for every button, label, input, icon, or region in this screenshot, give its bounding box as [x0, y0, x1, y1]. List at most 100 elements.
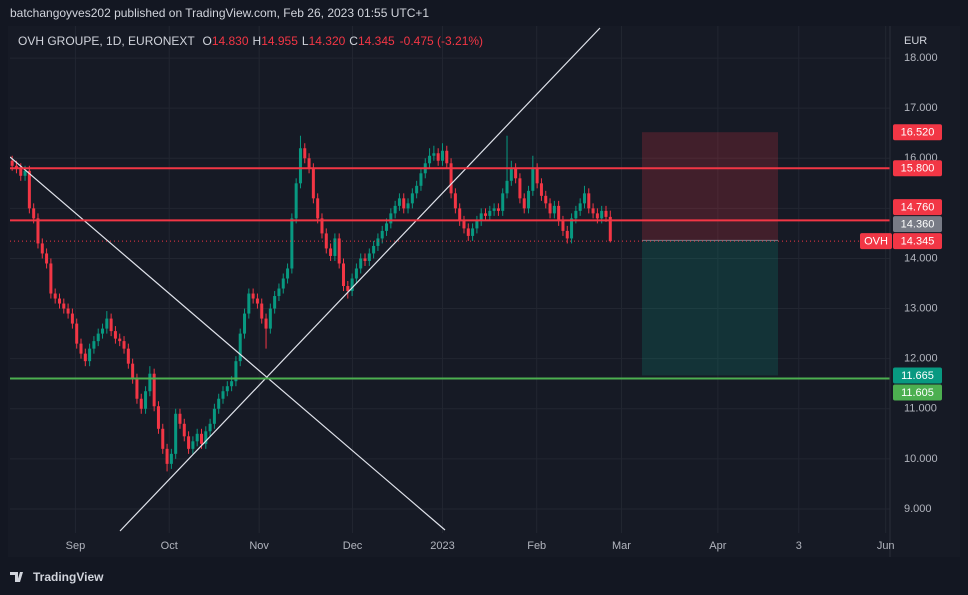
candle-body	[316, 198, 320, 219]
candle-body	[518, 178, 522, 199]
x-tick-label: Oct	[161, 540, 178, 552]
candle-body	[389, 213, 393, 224]
candle-body	[109, 318, 113, 332]
symbol-tag-label: OVH	[864, 236, 888, 248]
price-tag	[893, 160, 942, 177]
candle-body	[208, 423, 212, 432]
candle-body	[57, 298, 61, 304]
candle-body	[453, 193, 457, 209]
candle-body	[79, 343, 83, 354]
candle-body	[600, 210, 604, 219]
candle-body	[268, 308, 272, 329]
price-tag	[893, 233, 942, 250]
x-tick-label: Mar	[612, 540, 631, 552]
candle-body	[32, 208, 36, 219]
candle-body	[608, 216, 612, 242]
ohlc-value: 14.955	[261, 34, 298, 48]
candle-body	[281, 278, 285, 289]
y-tick-label: 12.000	[904, 353, 938, 365]
candle-body	[544, 195, 548, 204]
candle-body	[307, 158, 311, 169]
price-tag-label: 14.760	[901, 202, 935, 214]
x-tick-label: Nov	[249, 540, 269, 552]
candle-body	[234, 361, 238, 382]
x-tick-label: Sep	[66, 540, 86, 552]
candle-body	[178, 413, 182, 424]
candle-body	[350, 278, 354, 292]
ohlc-key: H	[253, 34, 262, 48]
candle-body	[49, 263, 53, 294]
price-tag	[893, 124, 942, 141]
candle-body	[509, 168, 513, 181]
ohlc-value: 14.345	[358, 34, 395, 48]
candle-body	[238, 333, 242, 362]
candle-body	[320, 218, 324, 234]
candle-body	[471, 228, 475, 236]
y-tick-label: 14.000	[904, 252, 938, 264]
candle-body	[449, 163, 453, 194]
grid	[10, 26, 890, 533]
candle-body	[199, 433, 203, 444]
candle-body	[552, 205, 556, 214]
candle-body	[479, 213, 483, 221]
candle-body	[458, 208, 462, 221]
candle-body	[419, 173, 423, 186]
candle-body	[501, 193, 505, 211]
x-tick-label: Jun	[877, 540, 895, 552]
candle-body	[45, 253, 49, 264]
candle-body	[135, 378, 139, 399]
candle-body	[251, 293, 255, 299]
logo-icon	[10, 572, 23, 582]
candle-body	[191, 441, 195, 449]
candle-body	[436, 153, 440, 161]
candle-body	[165, 448, 169, 464]
candle-body	[264, 318, 268, 329]
candle-body	[406, 203, 410, 209]
y-tick-label: 17.000	[904, 102, 938, 114]
ohlc-key: L	[302, 34, 309, 48]
candle-body	[243, 313, 247, 334]
ohlc-value: 14.320	[309, 34, 346, 48]
x-tick-label: Apr	[709, 540, 726, 552]
candle-body	[75, 323, 79, 344]
candle-body	[101, 328, 105, 334]
y-tick-label: 10.000	[904, 453, 938, 465]
candle-body	[139, 398, 143, 409]
candle-body	[595, 213, 599, 219]
candle-body	[393, 205, 397, 214]
candle-body	[397, 198, 401, 206]
ohlc-key: O	[202, 34, 211, 48]
candle-body	[70, 313, 74, 324]
candle-body	[505, 180, 509, 194]
x-tick-label: Feb	[527, 540, 546, 552]
candle-body	[570, 218, 574, 239]
candle-body	[53, 293, 57, 299]
candle-body	[187, 436, 191, 449]
candle-body	[19, 168, 23, 176]
price-tag	[893, 216, 942, 233]
candle-body	[604, 210, 608, 217]
candle-body	[574, 210, 578, 219]
candle-body	[376, 238, 380, 246]
candle-body	[83, 353, 87, 362]
candle-body	[492, 208, 496, 211]
candle-body	[217, 398, 221, 409]
footer-brand: TradingView	[33, 570, 104, 584]
chart-panel	[8, 26, 960, 557]
candle-body	[255, 298, 259, 304]
candle-body	[113, 331, 117, 339]
price-tag-label: 11.665	[901, 370, 934, 382]
x-tick-label: 3	[796, 540, 802, 552]
candle-body	[578, 203, 582, 211]
price-tag-label: 16.520	[901, 127, 935, 139]
trend-line	[119, 27, 601, 532]
candle-body	[66, 308, 70, 314]
candle-body	[105, 318, 109, 329]
candle-body	[212, 408, 216, 424]
candle-body	[169, 453, 173, 464]
y-tick-label: 9.000	[904, 503, 932, 515]
candle-body	[311, 168, 315, 199]
candle-body	[182, 423, 186, 437]
candle-body	[359, 258, 363, 269]
